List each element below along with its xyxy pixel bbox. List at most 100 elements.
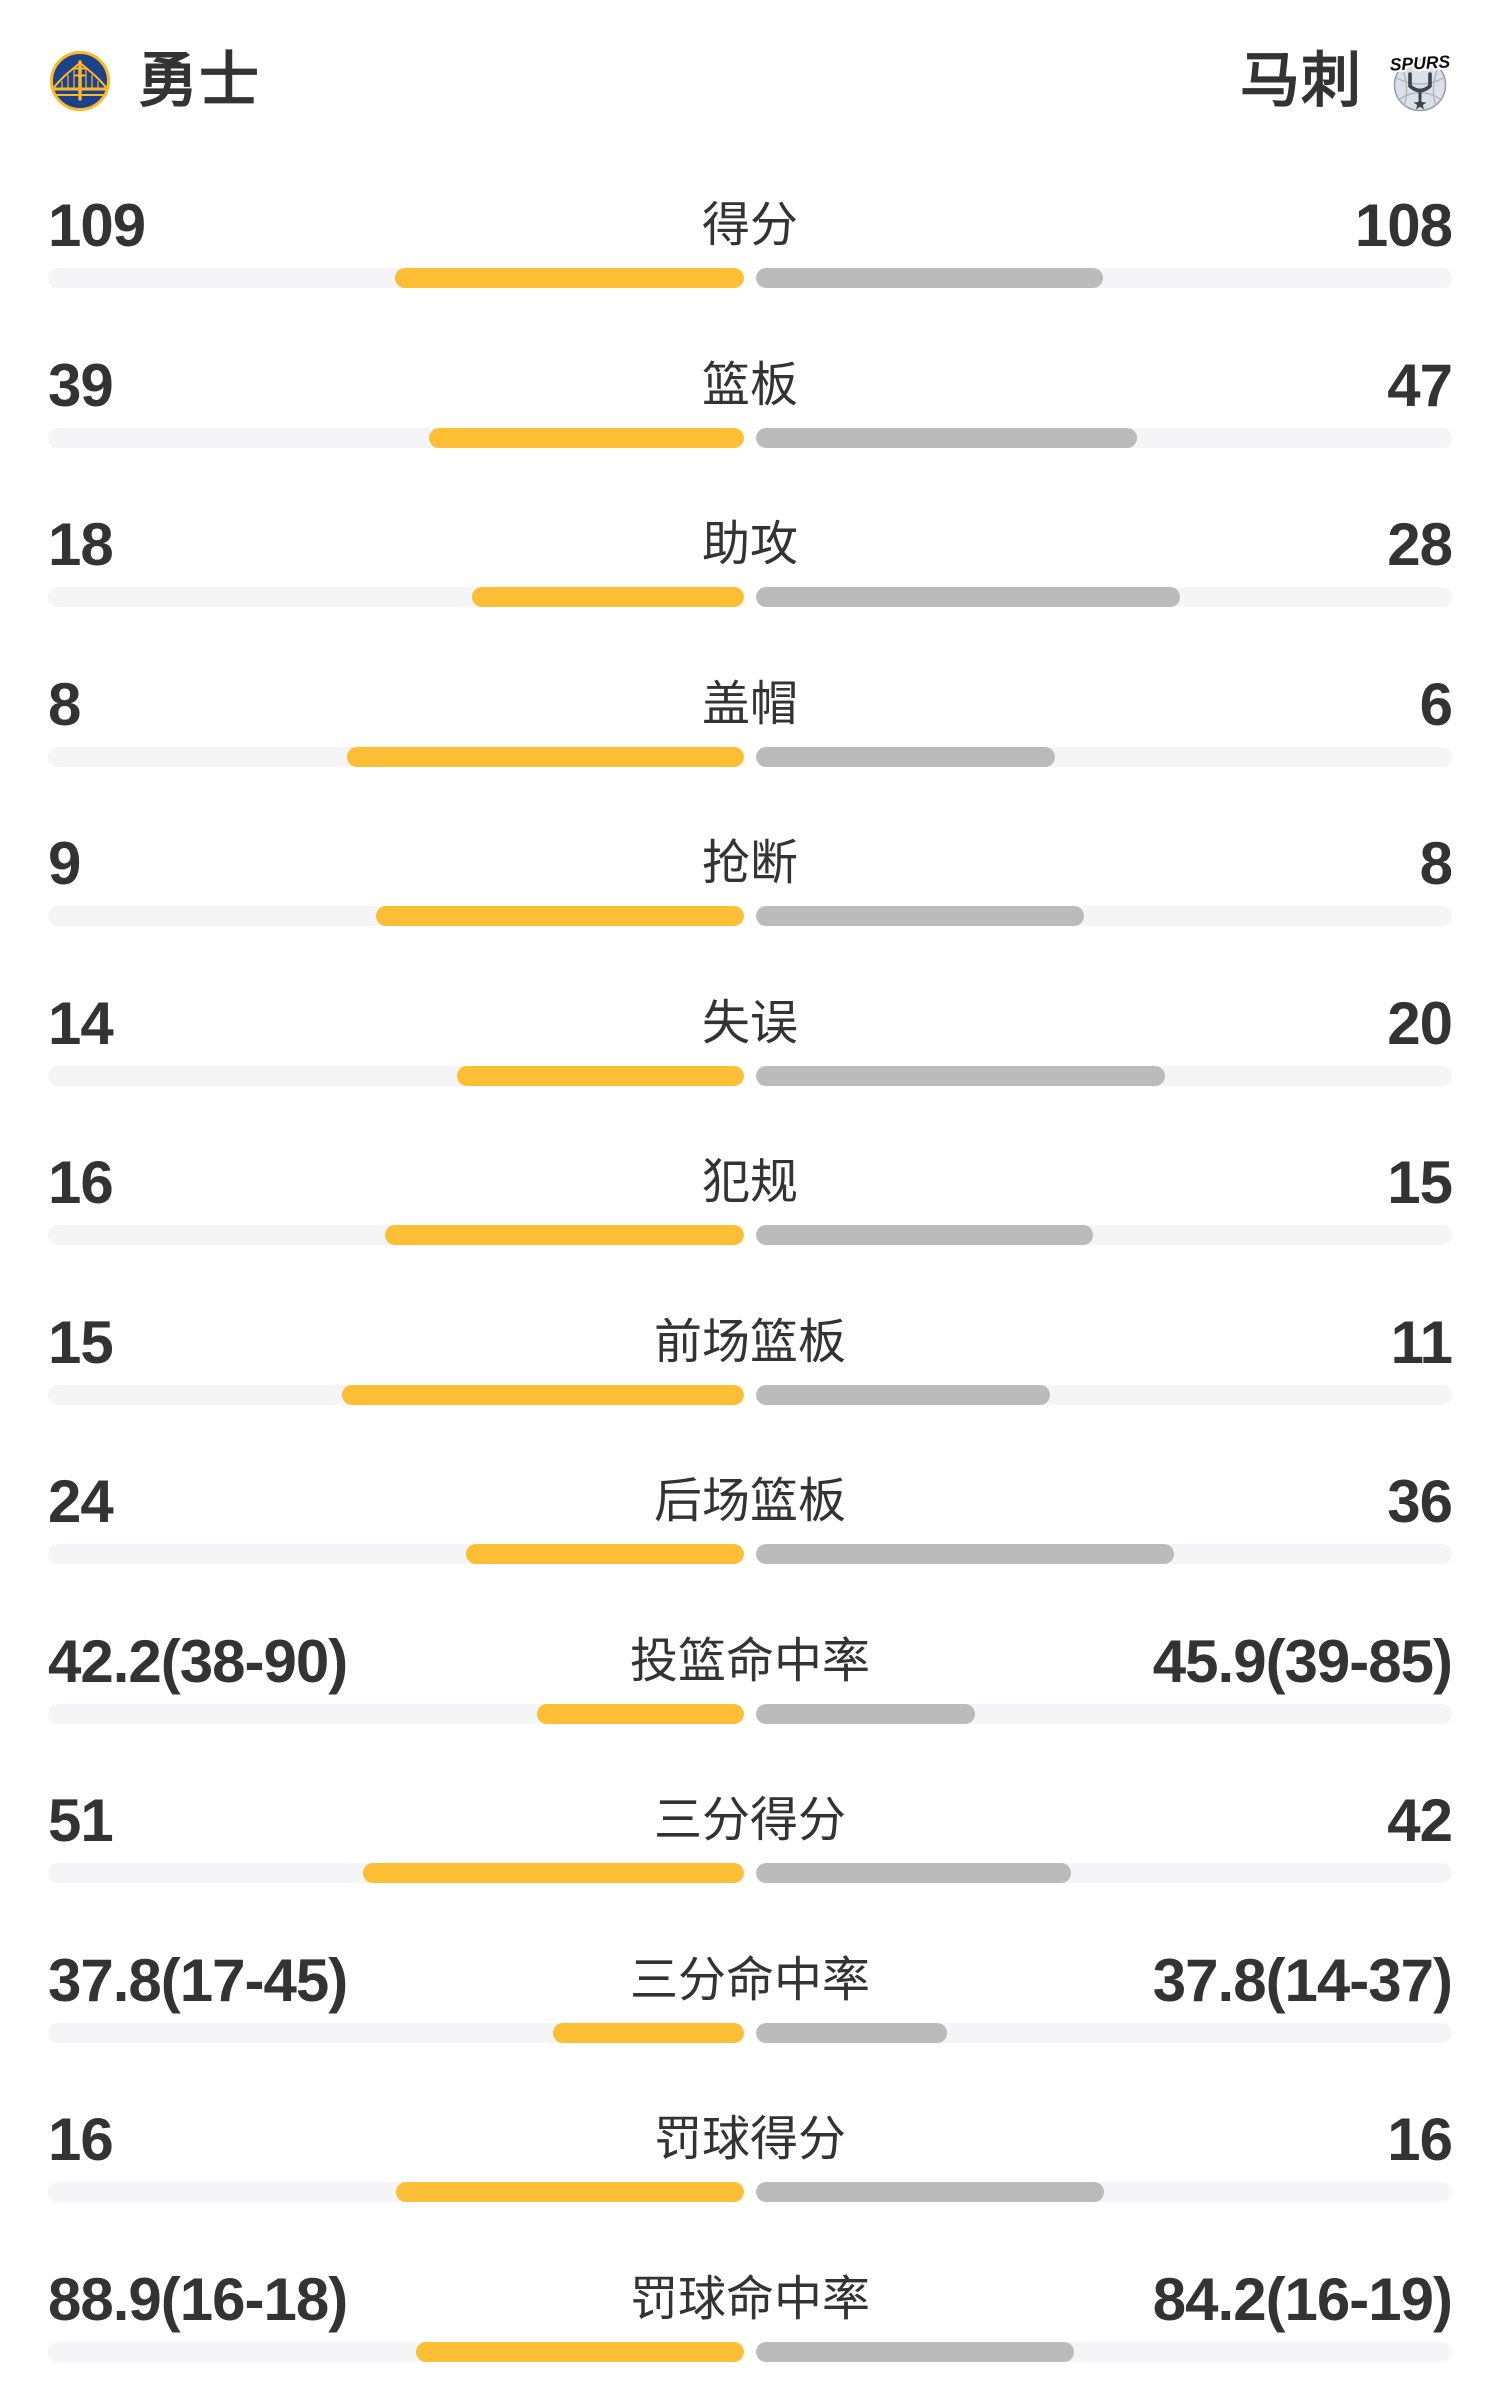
spurs-logo-icon: SPURS xyxy=(1388,50,1452,112)
home-stat-value: 51 xyxy=(48,1787,114,1854)
stat-row: 37.8(17-45) 三分命中率 37.8(14-37) xyxy=(48,1917,1453,2077)
stat-label: 前场篮板 xyxy=(653,1315,847,1369)
stat-row: 16 犯规 15 xyxy=(48,1119,1453,1279)
stat-values: 109 得分 108 xyxy=(48,192,1453,259)
team-away-name: 马刺 xyxy=(1240,47,1362,114)
home-bar-fill xyxy=(375,906,744,926)
away-bar-fill xyxy=(756,746,1055,767)
stat-row: 18 助攻 28 xyxy=(48,481,1453,641)
home-bar-track xyxy=(48,906,744,926)
stat-label: 抢断 xyxy=(701,837,799,890)
stat-bars xyxy=(48,1863,1452,1883)
stat-label: 盖帽 xyxy=(701,677,799,731)
away-bar-track xyxy=(756,1065,1452,1086)
stat-row: 9 抢断 8 xyxy=(48,800,1453,960)
home-stat-value: 9 xyxy=(48,830,81,897)
stat-values: 39 篮板 47 xyxy=(48,351,1453,419)
home-stat-value: 16 xyxy=(48,1149,114,1216)
stat-row: 42.2(38-90) 投篮命中率 45.9(39-85) xyxy=(48,1598,1453,1758)
home-bar-track xyxy=(48,268,744,288)
home-bar-track xyxy=(48,2022,744,2043)
stat-label: 助攻 xyxy=(701,518,799,571)
away-bar-track xyxy=(756,1384,1452,1405)
stat-bars xyxy=(48,1065,1452,1086)
spur-star xyxy=(1413,98,1427,110)
away-bar-fill xyxy=(756,2022,948,2043)
away-bar-fill xyxy=(756,427,1137,448)
away-stat-value: 45.9(39-85) xyxy=(1152,1627,1453,1695)
away-bar-fill xyxy=(756,587,1180,607)
stat-values: 16 罚球得分 16 xyxy=(48,2106,1453,2173)
home-bar-fill xyxy=(465,1544,744,1564)
stat-values: 8 盖帽 6 xyxy=(48,670,1453,738)
away-stat-value: 6 xyxy=(1419,670,1453,738)
away-stat-value: 42 xyxy=(1387,1787,1453,1854)
home-bar-fill xyxy=(471,587,744,607)
home-bar-track xyxy=(48,1384,744,1405)
away-bar-fill xyxy=(756,1065,1166,1086)
stat-label: 罚球得分 xyxy=(653,2113,847,2166)
home-bar-fill xyxy=(362,1863,744,1883)
home-stat-value: 18 xyxy=(48,511,114,578)
home-stat-value: 15 xyxy=(48,1308,114,1376)
stat-label: 后场篮板 xyxy=(653,1475,847,1528)
home-bar-track xyxy=(48,1703,744,1724)
away-stat-value: 37.8(14-37) xyxy=(1152,1946,1453,2014)
stat-row: 24 后场篮板 36 xyxy=(48,1438,1453,1598)
stat-row: 8 盖帽 6 xyxy=(48,641,1453,801)
stat-bars xyxy=(48,587,1452,607)
stat-bars xyxy=(48,1225,1452,1245)
stat-bars xyxy=(48,2022,1452,2043)
away-bar-fill xyxy=(756,2341,1075,2362)
away-bar-track xyxy=(756,1703,1452,1724)
stat-row: 51 三分得分 42 xyxy=(48,1757,1453,1917)
home-bar-fill xyxy=(346,746,744,767)
stat-values: 42.2(38-90) 投篮命中率 45.9(39-85) xyxy=(48,1627,1453,1695)
stat-values: 9 抢断 8 xyxy=(48,830,1453,897)
home-stat-value: 39 xyxy=(48,351,114,419)
stat-values: 37.8(17-45) 三分命中率 37.8(14-37) xyxy=(48,1946,1453,2014)
team-away[interactable]: 马刺 SPURS xyxy=(1240,50,1452,112)
stat-row: 88.9(16-18) 罚球命中率 84.2(16-19) xyxy=(48,2236,1453,2396)
away-bar-track xyxy=(756,2341,1452,2362)
away-bar-track xyxy=(756,746,1452,767)
spurs-wordmark: SPURS xyxy=(1389,51,1451,74)
away-bar-fill xyxy=(756,1544,1174,1564)
away-bar-track xyxy=(756,1544,1452,1564)
home-stat-value: 37.8(17-45) xyxy=(48,1946,348,2014)
away-bar-fill xyxy=(756,1225,1093,1245)
away-bar-track xyxy=(756,1225,1452,1245)
away-stat-value: 84.2(16-19) xyxy=(1152,2265,1453,2333)
away-bar-track xyxy=(756,2182,1452,2202)
home-bar-fill xyxy=(537,1703,744,1724)
stat-label: 三分得分 xyxy=(653,1794,847,1847)
home-bar-track xyxy=(48,1225,744,1245)
stat-values: 15 前场篮板 11 xyxy=(48,1308,1453,1376)
stat-row: 109 得分 108 xyxy=(48,162,1453,322)
away-bar-fill xyxy=(756,2182,1104,2202)
home-bar-fill xyxy=(342,1384,744,1405)
stat-row: 39 篮板 47 xyxy=(48,322,1453,482)
stat-bars xyxy=(48,427,1452,448)
away-stat-value: 108 xyxy=(1354,192,1453,259)
home-bar-track xyxy=(48,746,744,767)
away-stat-value: 36 xyxy=(1387,1468,1453,1535)
away-stat-value: 20 xyxy=(1387,989,1453,1057)
warriors-logo-icon xyxy=(48,50,112,112)
stat-row: 14 失误 20 xyxy=(48,960,1453,1120)
away-stat-value: 28 xyxy=(1387,511,1453,578)
home-bar-track xyxy=(48,587,744,607)
home-bar-track xyxy=(48,2182,744,2202)
stat-values: 88.9(16-18) 罚球命中率 84.2(16-19) xyxy=(48,2265,1453,2333)
stat-values: 51 三分得分 42 xyxy=(48,1787,1453,1854)
away-stat-value: 47 xyxy=(1387,351,1453,419)
away-bar-track xyxy=(756,2022,1452,2043)
stat-label: 篮板 xyxy=(701,358,799,412)
stat-label: 犯规 xyxy=(701,1156,799,1209)
away-bar-track xyxy=(756,906,1452,926)
team-home[interactable]: 勇士 xyxy=(48,50,260,112)
stat-values: 18 助攻 28 xyxy=(48,511,1453,578)
away-stat-value: 16 xyxy=(1387,2106,1453,2173)
stat-label: 失误 xyxy=(701,996,799,1050)
